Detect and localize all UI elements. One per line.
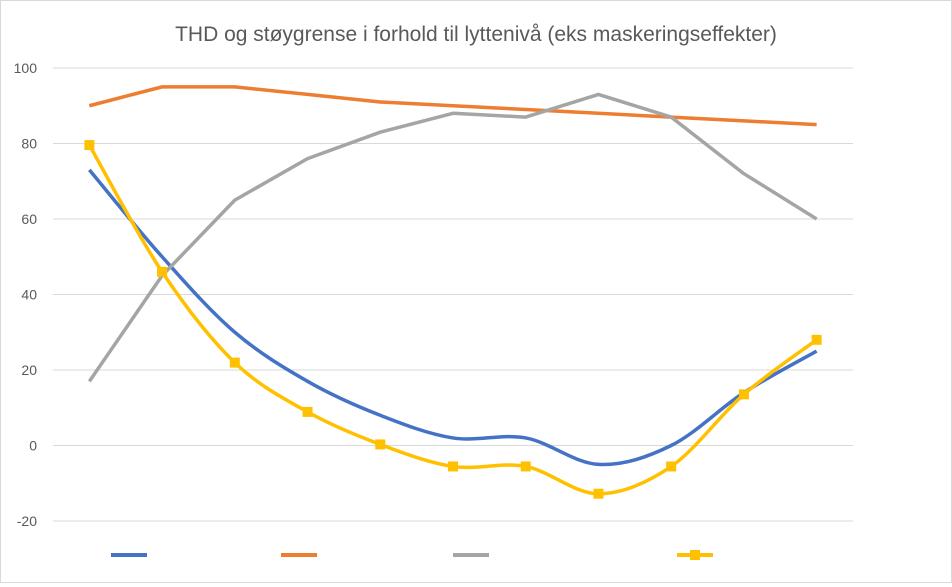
- data-point-marker: [520, 461, 531, 472]
- series-line-1: [88, 85, 817, 127]
- left-tick-label: 60: [21, 211, 37, 227]
- legend-marker: [690, 550, 700, 560]
- data-point-marker: [448, 461, 458, 472]
- data-point-marker: [811, 334, 822, 345]
- left-tick-label: 80: [21, 136, 37, 152]
- series-line-0: [88, 168, 818, 467]
- series-line-3: [87, 144, 818, 496]
- left-tick-label: -20: [17, 513, 37, 529]
- data-point-marker: [666, 461, 677, 472]
- chart-title: THD og støygrense i forhold til lytteniv…: [175, 23, 777, 46]
- left-tick-label: 20: [21, 362, 37, 378]
- left-tick-label: 40: [21, 287, 37, 303]
- data-point-marker: [593, 488, 604, 499]
- data-point-marker: [84, 140, 95, 151]
- left-tick-label: 100: [14, 60, 38, 76]
- data-point-marker: [157, 266, 168, 277]
- data-point-marker: [229, 357, 240, 368]
- data-point-marker: [738, 389, 749, 400]
- left-tick-label: 0: [29, 438, 37, 454]
- data-point-marker: [375, 439, 386, 450]
- data-point-marker: [302, 406, 313, 417]
- series-line-2: [87, 92, 818, 383]
